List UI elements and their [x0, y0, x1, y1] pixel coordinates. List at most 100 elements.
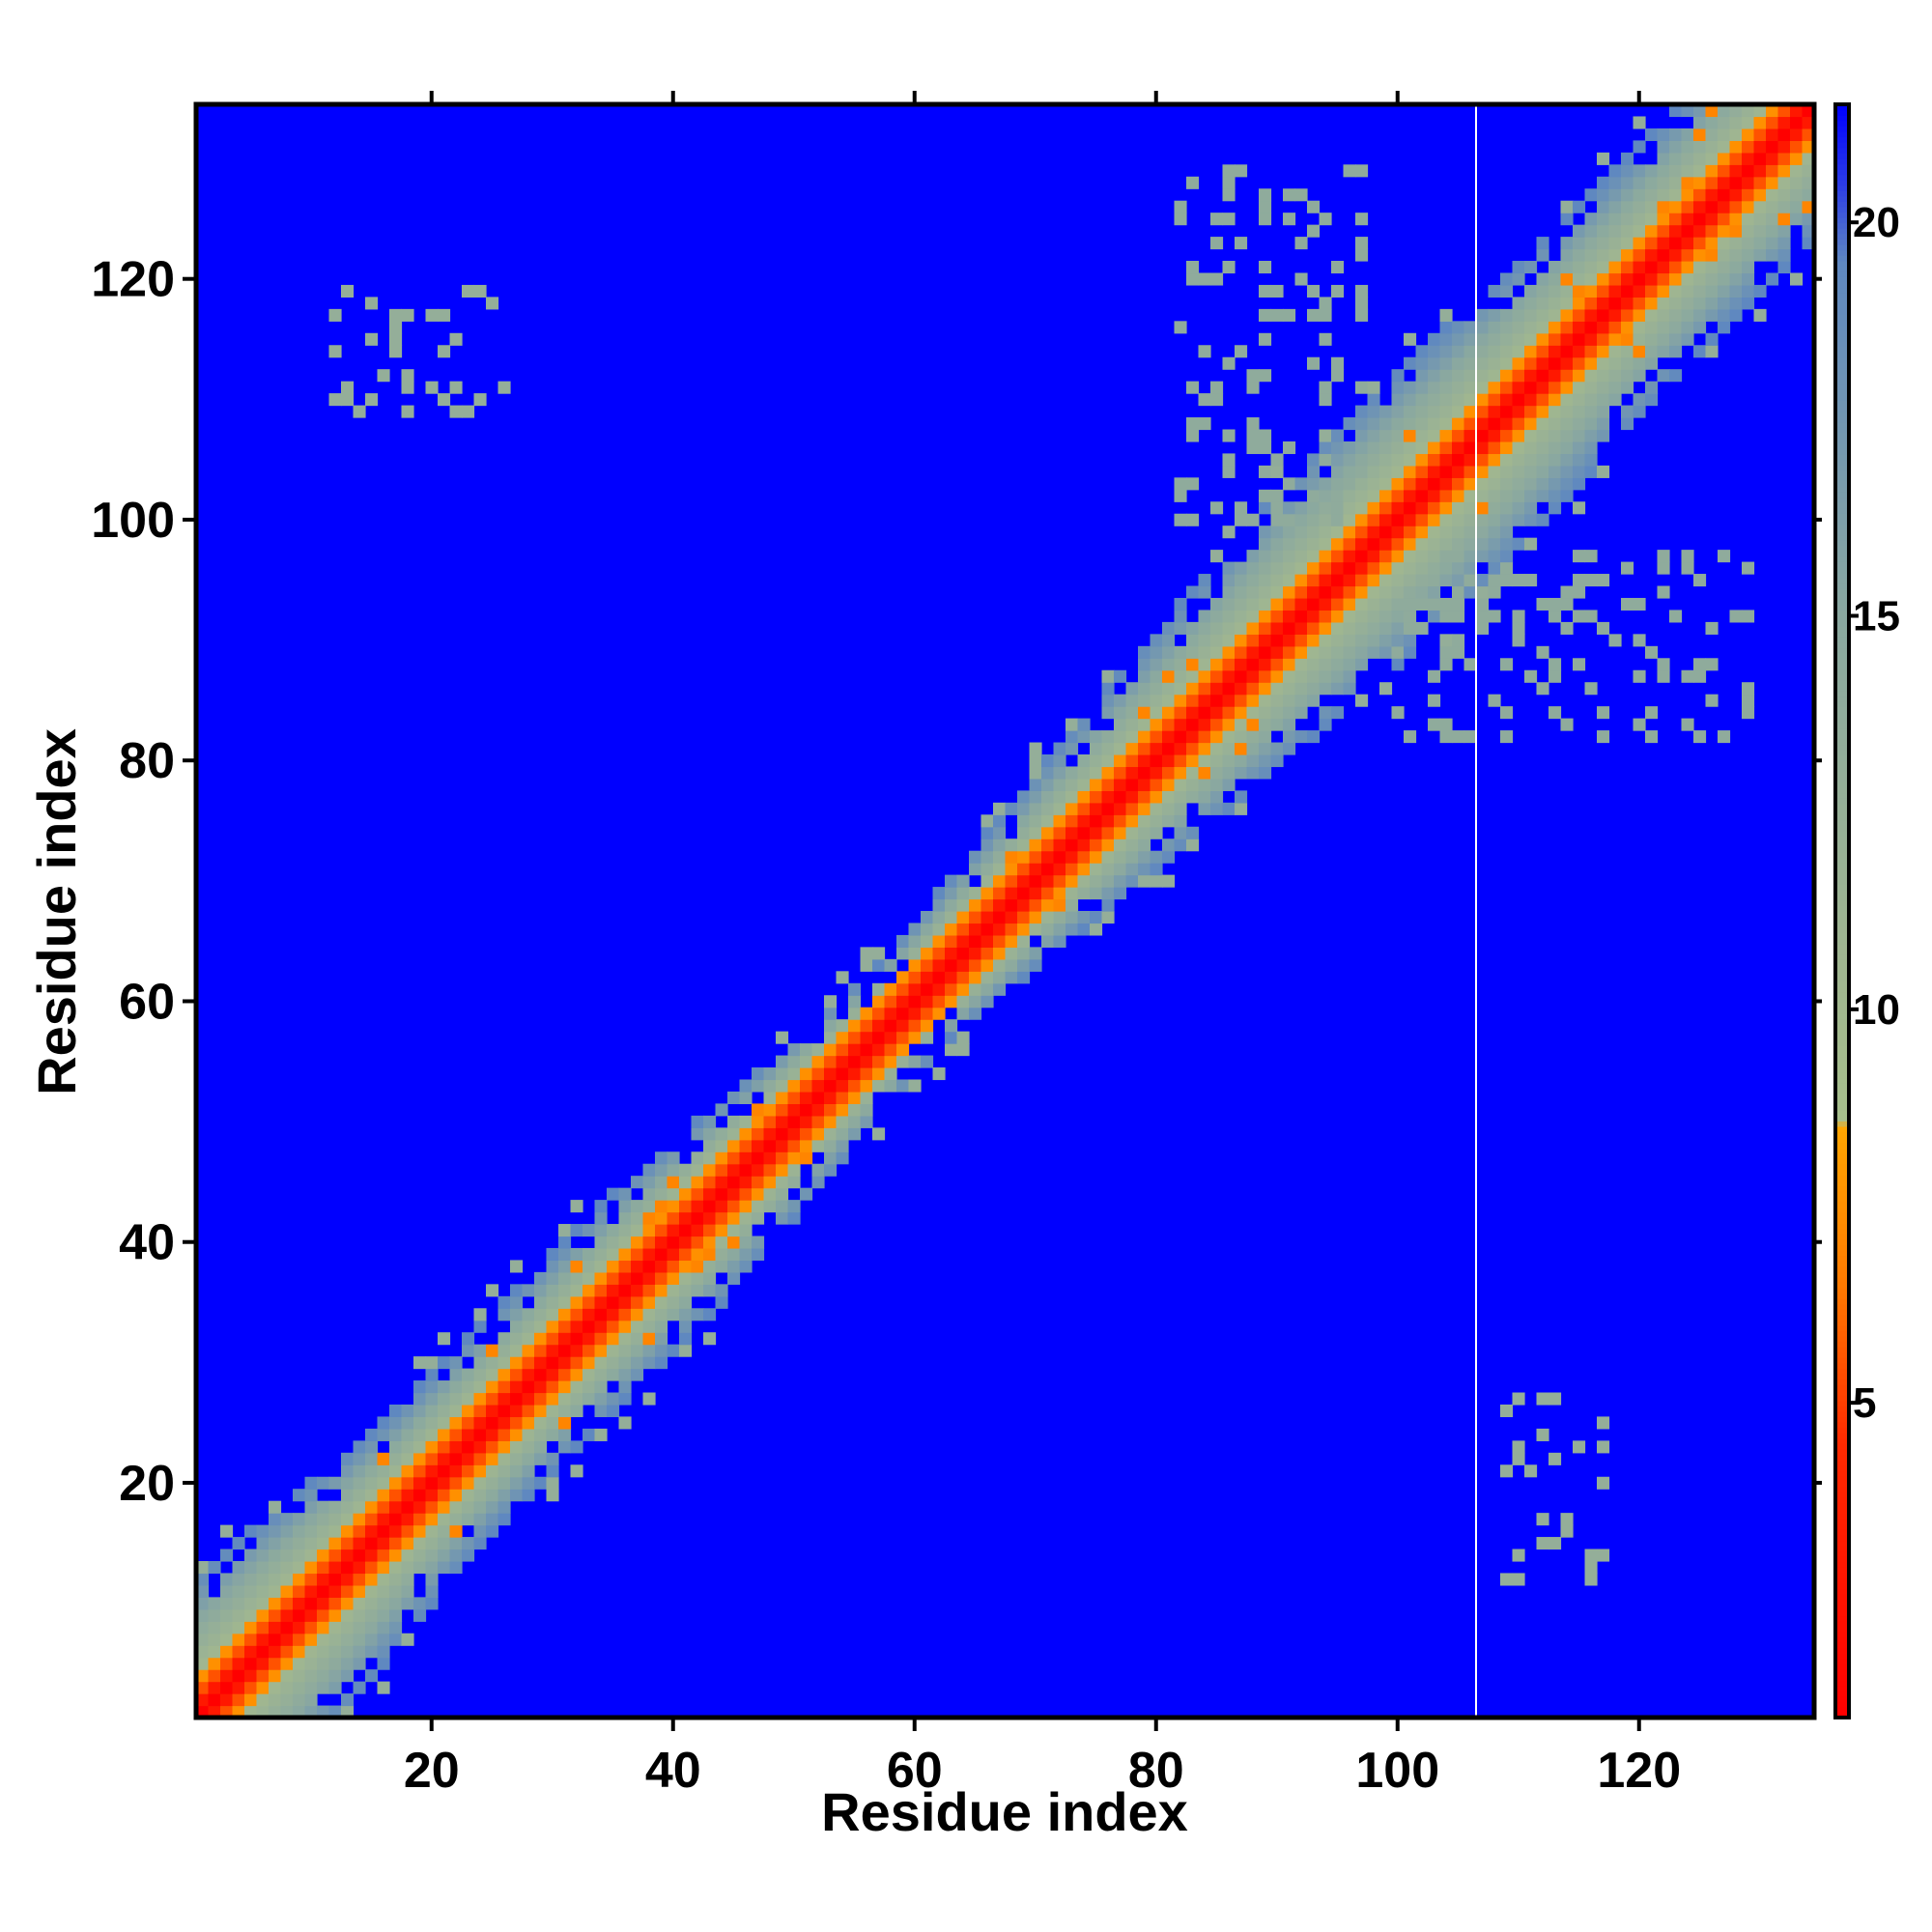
heatmap-cell [1090, 753, 1103, 768]
heatmap-cell [1246, 381, 1260, 394]
heatmap-cell [486, 1489, 499, 1502]
heatmap-cell [655, 1187, 668, 1201]
heatmap-cell [1041, 826, 1055, 839]
heatmap-cell [1584, 393, 1598, 407]
heatmap-cell [811, 1067, 825, 1081]
heatmap-cell [836, 1127, 849, 1141]
heatmap-cell [631, 1368, 644, 1381]
heatmap-cell [1633, 669, 1646, 683]
heatmap-cell [1186, 176, 1200, 189]
heatmap-cell [1114, 790, 1127, 804]
heatmap-cell [1259, 489, 1272, 502]
colorbar-segment [1835, 1217, 1849, 1224]
heatmap-cell [256, 1681, 270, 1694]
heatmap-cell [353, 1573, 366, 1586]
heatmap-cell [1391, 381, 1405, 394]
heatmap-cell [1343, 634, 1356, 647]
heatmap-cell [993, 814, 1007, 828]
heatmap-cell [1415, 501, 1429, 515]
colorbar-segment [1835, 776, 1849, 783]
heatmap-cell [522, 1452, 535, 1465]
heatmap-cell [280, 1693, 294, 1707]
colorbar-segment [1835, 1121, 1849, 1127]
heatmap-cell [1452, 381, 1465, 394]
colorbar-segment [1835, 798, 1849, 805]
heatmap-cell [1488, 513, 1501, 526]
heatmap-cell [1452, 489, 1465, 502]
colorbar-segment [1835, 922, 1849, 928]
heatmap-cell [1343, 489, 1356, 502]
heatmap-cell [1294, 730, 1308, 744]
heatmap-cell [1428, 369, 1441, 383]
colorbar-segment [1835, 497, 1849, 503]
heatmap-cell [1573, 501, 1586, 515]
heatmap-cell [449, 1404, 463, 1418]
heatmap-cell [776, 1079, 789, 1093]
colorbar-segment [1835, 943, 1849, 950]
heatmap-cell [1404, 501, 1417, 515]
heatmap-cell [365, 1560, 379, 1575]
heatmap-cell [787, 1115, 801, 1128]
heatmap-cell [497, 1380, 511, 1394]
colorbar-segment [1835, 308, 1849, 315]
heatmap-cell [1198, 778, 1211, 791]
colorbar-segment [1835, 1475, 1849, 1482]
heatmap-cell [1790, 104, 1804, 118]
heatmap-cell [244, 1560, 258, 1575]
heatmap-cell [1367, 477, 1380, 491]
heatmap-cell [1053, 742, 1066, 755]
heatmap-cell [980, 874, 994, 888]
heatmap-cell [1500, 501, 1514, 515]
heatmap-cell [1439, 597, 1453, 611]
heatmap-cell [727, 1187, 741, 1201]
heatmap-cell [1693, 669, 1707, 683]
heatmap-cell [945, 971, 958, 984]
heatmap-cell [1573, 405, 1586, 418]
colorbar-segment [1835, 1234, 1849, 1240]
heatmap-cell [1294, 669, 1308, 683]
colorbar-segment [1835, 637, 1849, 643]
heatmap-cell [570, 1392, 583, 1406]
heatmap-cell [317, 1584, 330, 1598]
heatmap-cell [727, 1224, 741, 1237]
heatmap-cell [1404, 645, 1417, 659]
heatmap-cell [1283, 585, 1296, 599]
heatmap-cell [1331, 465, 1345, 478]
heatmap-cell [1439, 369, 1453, 383]
heatmap-cell [787, 1103, 801, 1117]
heatmap-cell [1621, 261, 1634, 274]
heatmap-cell [473, 1320, 487, 1333]
heatmap-cell [1439, 513, 1453, 526]
heatmap-cell [1065, 850, 1079, 864]
heatmap-cell [1259, 718, 1272, 731]
heatmap-cell [1608, 284, 1622, 298]
heatmap-cell [1307, 597, 1321, 611]
heatmap-cell [1246, 550, 1260, 563]
heatmap-cell [1017, 826, 1031, 839]
heatmap-cell [1597, 1416, 1610, 1430]
heatmap-cell [752, 1200, 765, 1213]
heatmap-cell [1560, 405, 1574, 418]
heatmap-cell [1077, 730, 1091, 744]
heatmap-cell [1210, 393, 1224, 407]
heatmap-cell [836, 1043, 849, 1057]
heatmap-cell [956, 898, 970, 912]
heatmap-cell [980, 971, 994, 984]
heatmap-cell [1005, 874, 1018, 888]
heatmap-cell [486, 1428, 499, 1441]
heatmap-cell [328, 1681, 342, 1694]
heatmap-cell [534, 1344, 548, 1357]
heatmap-cell [703, 1187, 717, 1201]
heatmap-cell [727, 1271, 741, 1285]
heatmap-cell [449, 1380, 463, 1394]
heatmap-cell [1307, 200, 1321, 213]
heatmap-cell [462, 1452, 475, 1465]
colorbar-segment [1835, 1383, 1849, 1391]
heatmap-cell [1657, 140, 1670, 154]
heatmap-cell [836, 1067, 849, 1081]
heatmap-cell [642, 1320, 656, 1333]
heatmap-cell [1222, 261, 1236, 274]
heatmap-cell [1548, 477, 1562, 491]
heatmap-cell [269, 1500, 282, 1514]
